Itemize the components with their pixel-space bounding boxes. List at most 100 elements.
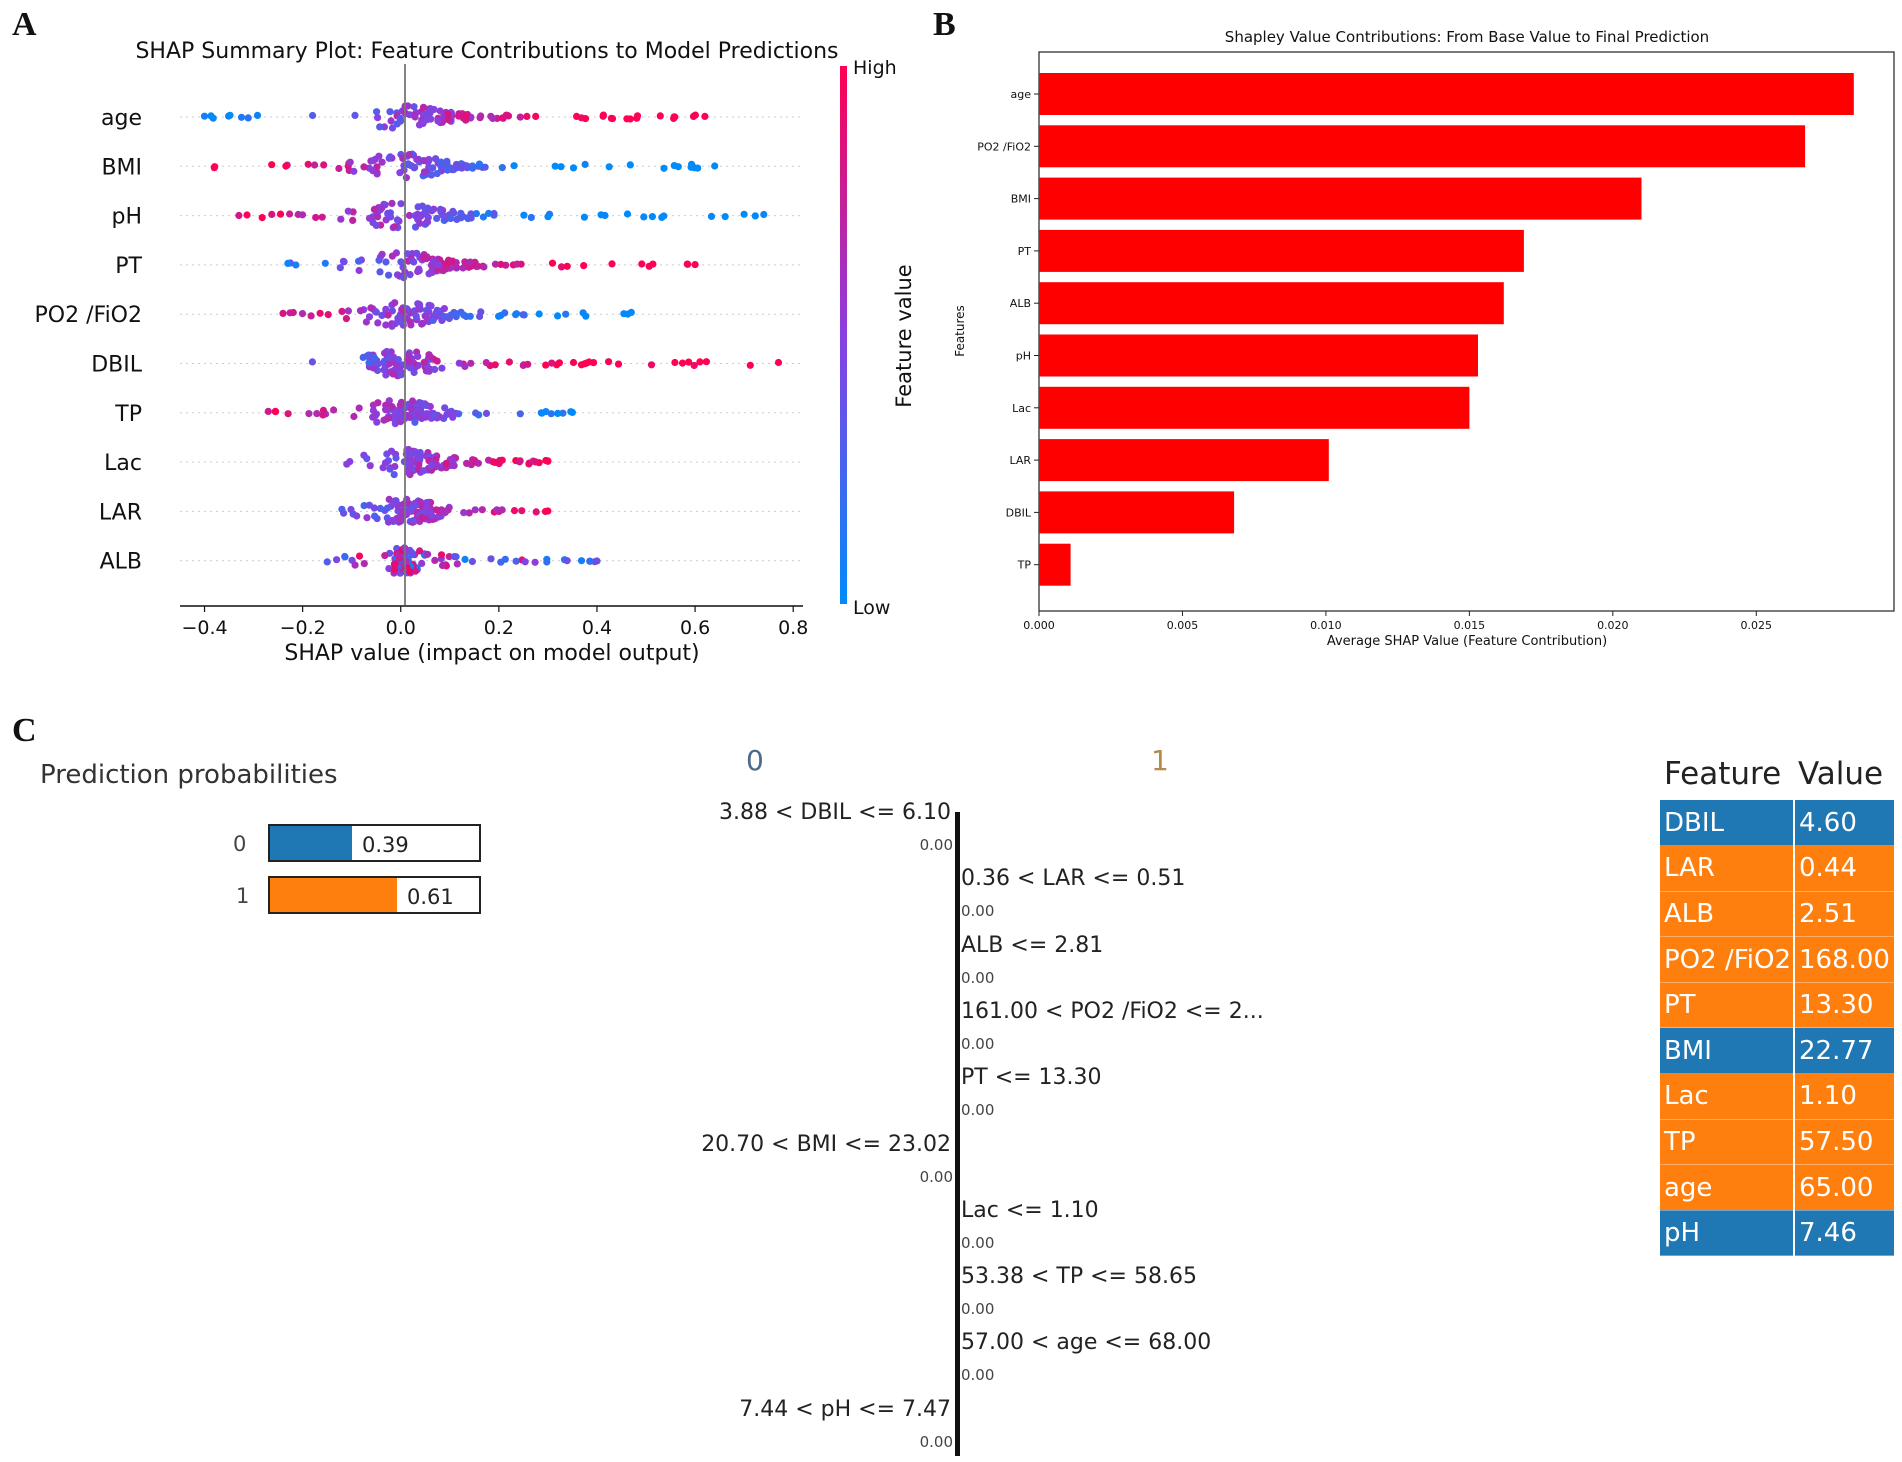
shap-point	[414, 411, 422, 419]
shap-point	[319, 406, 327, 414]
shap-point	[235, 211, 243, 220]
shap-point	[645, 262, 653, 270]
shap-point	[449, 207, 457, 215]
shap-point	[372, 410, 380, 418]
shap-point	[359, 353, 367, 361]
shap-point	[516, 410, 524, 418]
shap-point	[447, 214, 455, 223]
feature-value-cell: 57.50	[1794, 1119, 1894, 1166]
shap-point	[562, 310, 570, 318]
shap-point	[418, 559, 426, 568]
shap-point	[360, 560, 368, 568]
shap-point	[463, 459, 471, 467]
shap-point	[418, 320, 426, 328]
shap-point	[670, 162, 678, 170]
shap-point	[324, 311, 332, 319]
shap-point	[411, 418, 419, 426]
shap-point	[626, 115, 634, 123]
bar-category-label: ALB	[1010, 297, 1031, 310]
shap-point	[569, 164, 578, 172]
prob-value-1: 0.61	[407, 885, 454, 909]
shap-point	[384, 518, 393, 526]
lime-condition-label: 3.88 < DBIL <= 6.10	[718, 800, 951, 825]
shap-point	[312, 213, 320, 222]
prob-bar-0: 0.39	[268, 824, 481, 862]
shap-point	[415, 461, 423, 469]
shap-point	[402, 174, 410, 182]
feature-label: PO2 /FiO2	[35, 303, 142, 328]
x-tick-label: 0.2	[484, 617, 514, 639]
prob-value-0: 0.39	[362, 833, 409, 857]
prob-fill-1	[270, 878, 397, 912]
shap-point	[385, 271, 393, 279]
shap-point	[623, 210, 632, 218]
shap-point	[394, 502, 402, 510]
shap-point	[386, 108, 394, 116]
shap-point	[701, 112, 709, 120]
prob-class-1-label: 1	[236, 884, 250, 908]
shap-point	[453, 560, 461, 568]
shap-point	[647, 361, 656, 369]
shap-point	[397, 258, 405, 266]
shap-point	[385, 154, 393, 162]
shap-summary-chart: SHAP Summary Plot: Feature Contributions…	[35, 39, 916, 666]
shap-point	[305, 410, 313, 418]
shapley-bar-title: Shapley Value Contributions: From Base V…	[1225, 28, 1709, 46]
shap-point	[298, 310, 307, 318]
shap-point	[407, 462, 415, 470]
feature-value-row: ALB 2.51	[1660, 891, 1894, 938]
lime-condition-label: Lac <= 1.10	[961, 1197, 1099, 1223]
shap-point	[405, 151, 413, 159]
shap-point	[413, 249, 421, 257]
shap-point	[711, 162, 719, 170]
shap-bar	[1039, 282, 1504, 325]
feature-value-row: pH 7.46	[1660, 1210, 1894, 1257]
shap-point	[318, 213, 326, 221]
shap-point	[438, 364, 446, 372]
shap-point	[457, 214, 465, 222]
shap-point	[387, 117, 395, 125]
feature-label: pH	[111, 205, 142, 230]
shap-point	[264, 407, 272, 415]
shap-point	[411, 113, 419, 121]
shap-point	[467, 359, 475, 367]
shap-point	[740, 210, 748, 218]
shap-point	[467, 214, 475, 222]
shap-point	[391, 497, 399, 505]
shap-point	[544, 507, 552, 515]
shap-point	[490, 209, 498, 218]
shap-point	[581, 115, 590, 123]
feature-table-title-value: Value	[1798, 756, 1884, 792]
shap-point	[626, 161, 634, 169]
shap-point	[365, 501, 373, 509]
feature-value-row: PO2 /FiO2 168.00	[1660, 936, 1894, 983]
feature-name-cell: ALB	[1660, 891, 1795, 938]
colorbar-high-label: High	[853, 57, 897, 79]
feature-name-cell: Lac	[1660, 1073, 1795, 1120]
lime-condition-weight: 0.00	[919, 1432, 953, 1451]
feature-label: BMI	[101, 155, 142, 180]
shap-point	[452, 311, 460, 319]
shap-point	[627, 308, 635, 316]
shap-point	[420, 358, 428, 366]
lime-condition-weight: 0.00	[961, 1300, 995, 1319]
shap-point	[445, 553, 453, 561]
feature-value-cell: 0.44	[1794, 845, 1894, 892]
shap-point	[411, 567, 419, 575]
shap-point	[469, 456, 477, 464]
shap-point	[426, 105, 434, 113]
shap-point	[555, 359, 564, 367]
shap-point	[427, 461, 436, 470]
shap-point	[424, 204, 432, 212]
shap-point	[428, 511, 436, 519]
shap-point	[472, 210, 480, 218]
shap-point	[391, 320, 399, 328]
shap-point	[535, 310, 543, 318]
feature-value-cell: 4.60	[1794, 800, 1894, 847]
shap-point	[438, 561, 447, 570]
shap-point	[383, 504, 391, 512]
shap-point	[633, 112, 642, 120]
shap-point	[363, 514, 371, 522]
shap-point	[336, 264, 344, 272]
shap-point	[441, 404, 449, 412]
